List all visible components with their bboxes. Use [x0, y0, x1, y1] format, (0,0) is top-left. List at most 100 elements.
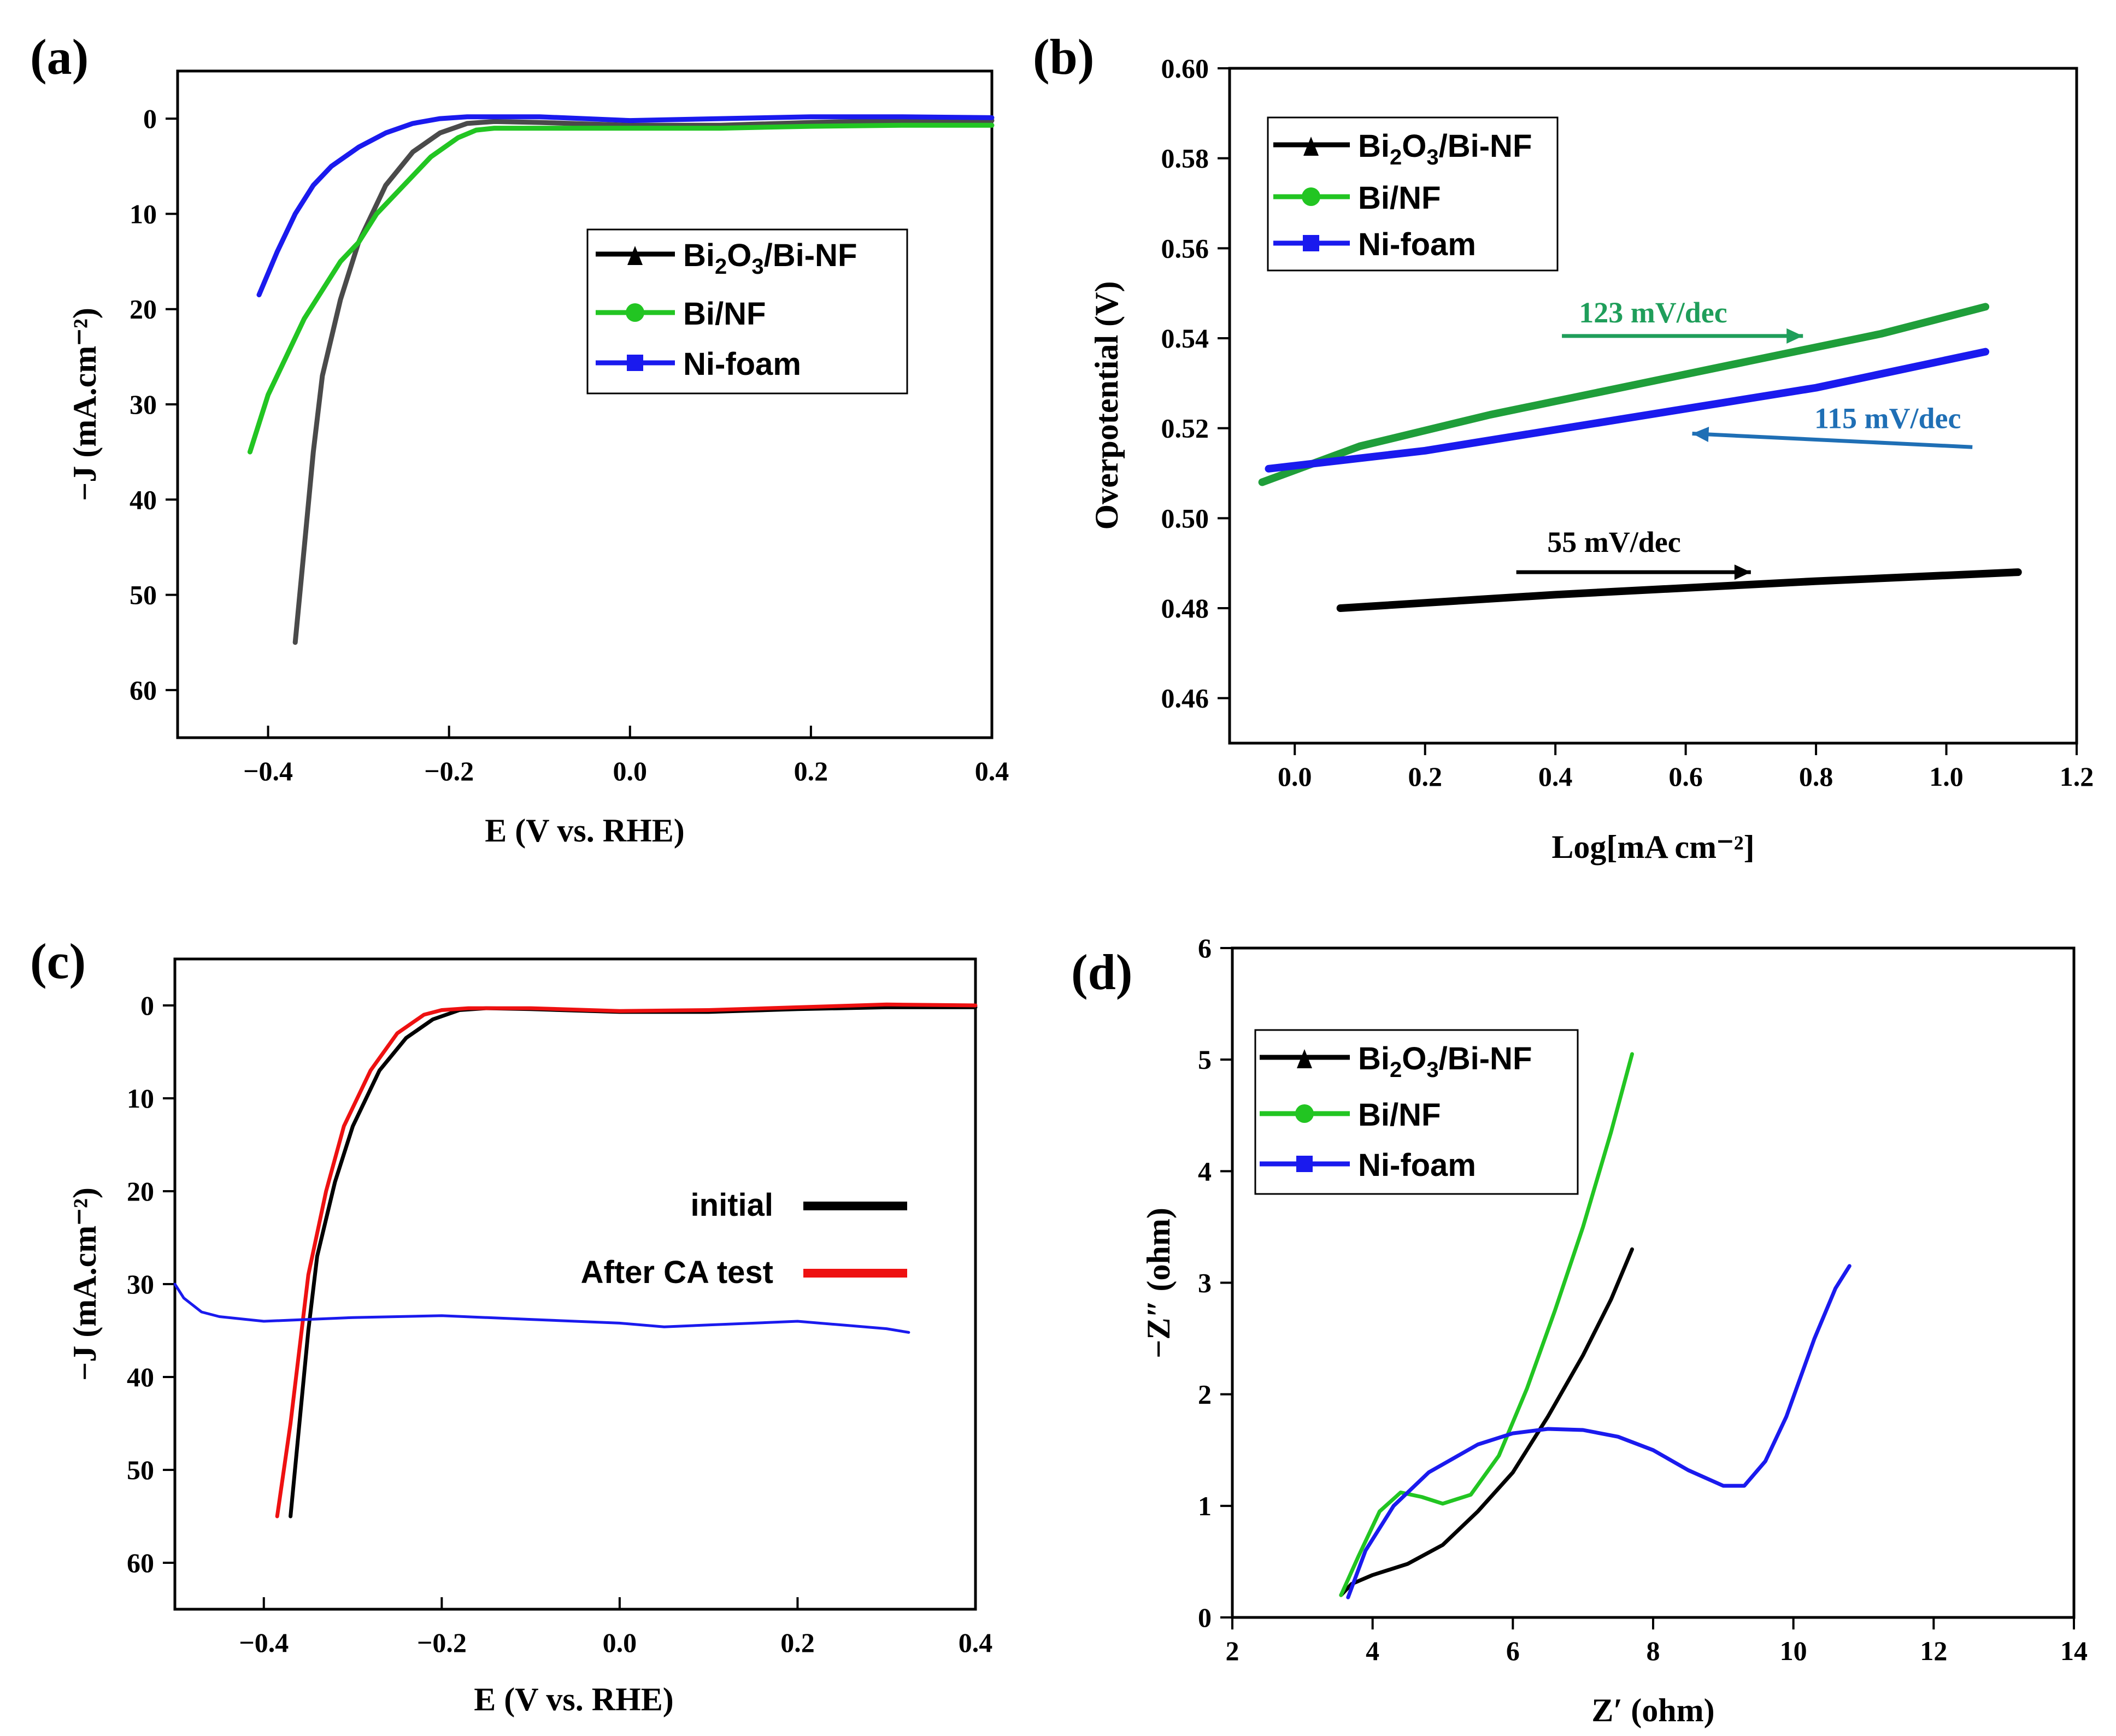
x-tick-label: −0.2: [424, 756, 474, 786]
legend-c: initial After CA test: [581, 1187, 907, 1290]
y-tick-label: 0.48: [1161, 593, 1209, 623]
y-tick-label: 10: [130, 198, 157, 229]
legend-marker-nifoam-d: [1296, 1156, 1313, 1172]
x-tick-label: 0.0: [613, 756, 648, 786]
y-tick-label: 3: [1198, 1268, 1212, 1298]
legend-marker-nifoam-b: [1303, 235, 1319, 251]
y-tick-label: 2: [1198, 1379, 1212, 1410]
series-b: [1258, 303, 2022, 612]
y-tick-label: 20: [127, 1176, 154, 1207]
legend-d: Bi2O3/Bi-NF Bi/NF Ni-foam: [1254, 1029, 1579, 1195]
y-axis-title-c: −J (mA.cm⁻²): [67, 1187, 103, 1381]
x-tick-label: 2: [1226, 1635, 1239, 1666]
annotation-arrow: [1692, 432, 1973, 449]
annotation-label: 115 mV/dec: [1814, 402, 1961, 435]
y-axis-title-b: Overpotential (V): [1089, 281, 1125, 530]
x-tick-label: 0.0: [603, 1627, 637, 1658]
legend-label-nifoam-a: Ni-foam: [683, 346, 801, 382]
legend-label-bi2o3-a: Bi2O3/Bi-NF: [683, 238, 857, 279]
y-tick-label: 0.56: [1161, 233, 1209, 263]
legend-a: Bi2O3/Bi-NF Bi/NF Ni-foam: [586, 228, 908, 395]
y-tick-label: 10: [127, 1083, 154, 1114]
legend-marker-bi2o3-b: [1303, 137, 1319, 156]
plot-frame-b: [1228, 67, 2078, 745]
panel-b: (b) 0.0 0.2 0.4 0.6 0.8 1.0 1.2 0.46 0.48 0.50 0.5…: [1033, 29, 2094, 865]
legend-label-binf-a: Bi/NF: [683, 296, 766, 332]
y-tick-label: 30: [127, 1269, 154, 1299]
x-tick-label: −0.4: [239, 1627, 289, 1658]
series-c: [173, 1002, 978, 1519]
y-tick-label: 40: [127, 1362, 154, 1392]
legend-marker-binf-b: [1302, 187, 1320, 206]
y-tick-label: 0.50: [1161, 503, 1209, 533]
legend-marker-bi2o3-a: [627, 246, 643, 265]
y-tick-label: 0.54: [1161, 323, 1209, 354]
plot-frame-a: [176, 69, 994, 739]
annotation-arrowhead: [1734, 564, 1751, 580]
y-tick-label: 50: [127, 1455, 154, 1485]
x-tick-label: 0.2: [794, 756, 828, 786]
ticks-c: −0.4 −0.2 0.0 0.2 0.4 0 10 20 30 40 50 60: [127, 990, 992, 1658]
y-tick-label: 0: [1198, 1602, 1212, 1633]
series-line-after_ca: [275, 1002, 978, 1519]
y-tick-label: 0.58: [1161, 143, 1209, 174]
series-line-binf: [247, 122, 995, 455]
panel-label-b: (b): [1033, 29, 1094, 85]
legend-marker-bi2o3-d: [1297, 1049, 1312, 1068]
y-tick-label: 5: [1198, 1044, 1212, 1075]
x-tick-label: 12: [1920, 1635, 1947, 1666]
legend-label-bi2o3-d: Bi2O3/Bi-NF: [1358, 1041, 1532, 1082]
y-tick-label: 0: [140, 990, 154, 1021]
series-line-nifoam: [1265, 348, 1990, 473]
legend-marker-binf-a: [626, 303, 644, 322]
legend-marker-nifoam-a: [627, 355, 643, 371]
x-tick-label: 0.8: [1799, 761, 1833, 792]
x-tick-label: −0.2: [417, 1627, 467, 1658]
legend-b: Bi2O3/Bi-NF Bi/NF Ni-foam: [1267, 116, 1559, 272]
ticks-a: −0.4 −0.2 0.0 0.2 0.4 0 10 20 30 40 50 60: [130, 103, 1009, 786]
y-tick-label: 0.60: [1161, 53, 1209, 84]
series-d: [1339, 1052, 1852, 1599]
legend-label-initial-c: initial: [691, 1187, 773, 1223]
y-tick-label: 60: [130, 675, 157, 705]
annotation-label: 55 mV/dec: [1547, 526, 1680, 558]
x-axis-title-a: E (V vs. RHE): [485, 813, 685, 849]
ticks-b: 0.0 0.2 0.4 0.6 0.8 1.0 1.2 0.46 0.48 0.50 0.52 0.5…: [1161, 53, 2094, 792]
series-line-bi2o3: [1336, 568, 2022, 612]
x-tick-label: 0.6: [1668, 761, 1703, 792]
x-tick-label: −0.4: [243, 756, 293, 786]
panel-c: (c) −0.4 −0.2 0.0 0.2 0.4 0 10 20 30 40 50 60 E (V …: [30, 933, 992, 1717]
y-tick-label: 60: [127, 1547, 154, 1578]
x-tick-label: 14: [2060, 1635, 2088, 1666]
x-tick-label: 0.4: [975, 756, 1009, 786]
y-tick-label: 1: [1198, 1491, 1212, 1521]
annotations-b: 123 mV/dec 115 mV/dec 55 mV/dec: [1516, 296, 1973, 580]
x-tick-label: 0.0: [1278, 761, 1312, 792]
legend-label-nifoam-d: Ni-foam: [1358, 1147, 1476, 1183]
legend-label-binf-d: Bi/NF: [1358, 1097, 1441, 1133]
x-tick-label: 8: [1647, 1635, 1660, 1666]
x-tick-label: 0.2: [1408, 761, 1442, 792]
x-tick-label: 0.2: [780, 1627, 815, 1658]
series-line-nifoam: [1346, 1264, 1852, 1599]
y-tick-label: 0: [143, 103, 157, 134]
x-tick-label: 4: [1366, 1635, 1379, 1666]
x-axis-title-c: E (V vs. RHE): [474, 1681, 674, 1717]
y-tick-label: 0.52: [1161, 413, 1209, 444]
series-line-bi2o3: [1339, 1247, 1634, 1597]
y-tick-label: 20: [130, 294, 157, 325]
series-line-binf: [1339, 1052, 1634, 1597]
x-tick-label: 10: [1780, 1635, 1807, 1666]
legend-label-binf-b: Bi/NF: [1358, 180, 1441, 216]
x-tick-label: 6: [1506, 1635, 1520, 1666]
legend-label-bi2o3-b: Bi2O3/Bi-NF: [1358, 128, 1532, 169]
legend-marker-binf-d: [1295, 1104, 1314, 1123]
legend-label-nifoam-b: Ni-foam: [1358, 227, 1476, 262]
series-line-ca_trace: [173, 1282, 910, 1334]
y-tick-label: 50: [130, 580, 157, 610]
plot-frame-c: [173, 957, 977, 1611]
annotation-arrowhead: [1786, 328, 1803, 344]
